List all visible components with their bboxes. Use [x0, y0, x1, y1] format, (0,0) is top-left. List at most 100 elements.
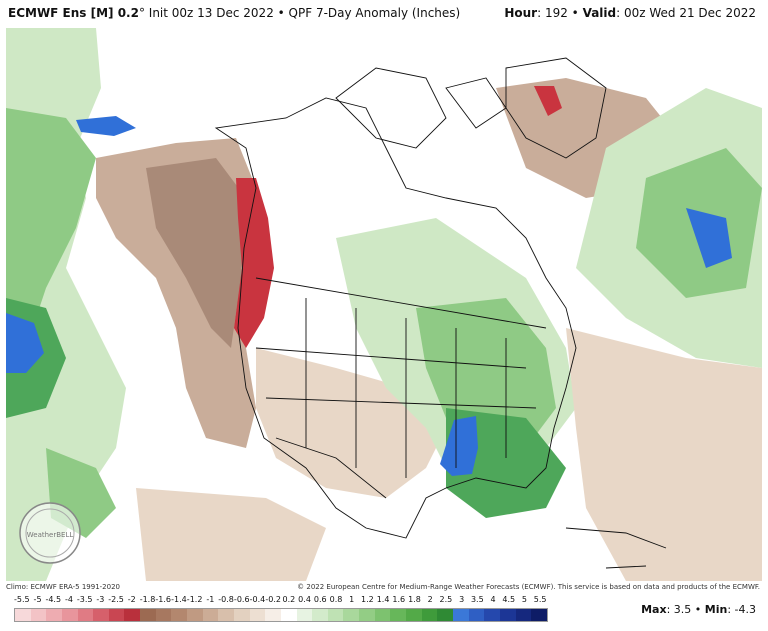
legend-swatch: [484, 609, 500, 621]
legend-label: -2.5: [108, 595, 124, 604]
legend-label: -1.4: [171, 595, 187, 604]
separator: •: [691, 603, 705, 616]
legend-swatch: [296, 609, 313, 621]
max-min-readout: Max: 3.5 • Min: -4.3: [641, 603, 756, 616]
hour-label: Hour: [504, 6, 538, 20]
logo-ring: [19, 502, 81, 564]
greenland-coast: [505, 57, 607, 159]
legend-label: 3.5: [470, 595, 484, 604]
legend-label: -0.6: [233, 595, 250, 604]
weatherbell-logo-icon: WeatherBELL: [19, 502, 81, 564]
atlantic-blue: [686, 208, 732, 268]
legend-swatch: [343, 609, 360, 621]
legend-swatch: [390, 609, 407, 621]
legend-label: 5: [521, 595, 527, 604]
separator: •: [273, 6, 289, 20]
legend-swatch: [359, 609, 375, 621]
legend-swatch: [108, 609, 125, 621]
legend-swatch: [421, 609, 438, 621]
state-lines-ns: [305, 298, 507, 478]
legend-label: -3.5: [76, 595, 93, 604]
anomaly-map: WeatherBELL: [6, 28, 762, 581]
legend-swatch: [155, 609, 172, 621]
legend-swatch: [187, 609, 203, 621]
legend-label: 4: [490, 595, 496, 604]
header: ECMWF Ens [M] 0.2° Init 00z 13 Dec 2022 …: [0, 0, 768, 28]
legend-label: 1: [349, 595, 355, 604]
hour-value: : 192: [537, 6, 568, 20]
valid-value: : 00z Wed 21 Dec 2022: [616, 6, 756, 20]
map-canvas: [6, 28, 762, 581]
climo-credit: Climo: ECMWF ERA-5 1991-2020: [6, 583, 120, 591]
legend-labels: -5.5 -5 -4.5 -4 -3.5 -3 -2.5 -2 -1.8 -1.6 -1.4 -1.2…: [6, 595, 556, 607]
north-america-coast: [214, 97, 577, 539]
degree-mark: °: [138, 6, 145, 20]
max-value: : 3.5: [666, 603, 692, 616]
legend-label: 1.4: [376, 595, 390, 604]
min-value: : -4.3: [727, 603, 756, 616]
caribbean-islands: [565, 527, 667, 569]
us-canada-border: [255, 277, 547, 329]
legend-label: -0.2: [265, 595, 281, 604]
legend-swatch: [202, 609, 219, 621]
logo-inner-ring: [25, 508, 75, 558]
us-mexico-border: [275, 437, 387, 499]
weatherbell-logo: WeatherBELL: [18, 501, 82, 565]
legend-swatch: [468, 609, 485, 621]
legend-label: 5.5: [533, 595, 547, 604]
valid-label: Valid: [582, 6, 617, 20]
legend-swatch: [171, 609, 188, 621]
legend-label: -4: [64, 595, 73, 604]
legend-swatch: [531, 609, 547, 621]
init-time: Init 00z 13 Dec 2022: [144, 6, 274, 20]
separator: •: [567, 6, 583, 20]
legend-label: 0.4: [298, 595, 311, 604]
legend-label: 1.8: [408, 595, 421, 604]
legend-label: -5.5: [14, 595, 30, 604]
ecmwf-copyright: © 2022 European Centre for Medium-Range …: [297, 583, 760, 591]
legend-swatch: [218, 609, 234, 621]
gulf-of-alaska-blue: [76, 116, 136, 136]
title: ECMWF Ens [M] 0.2° Init 00z 13 Dec 2022 …: [8, 6, 460, 20]
legend-swatch: [77, 609, 94, 621]
legend-label: -1: [206, 595, 215, 604]
product-name: QPF 7-Day Anomaly (Inches): [288, 6, 461, 20]
legend-swatch: [312, 609, 328, 621]
legend-swatch: [46, 609, 62, 621]
legend-swatch: [93, 609, 109, 621]
legend-label: -1.8: [139, 595, 156, 604]
min-label: Min: [704, 603, 728, 616]
state-lines-ew: [255, 347, 537, 409]
atlantic-tan: [566, 328, 762, 581]
legend-swatch: [30, 609, 47, 621]
legend-swatch: [374, 609, 391, 621]
logo-text: WeatherBELL: [27, 531, 74, 539]
max-label: Max: [641, 603, 667, 616]
legend-label: -0.4: [249, 595, 266, 604]
legend-swatch: [280, 609, 297, 621]
legend-swatch: [515, 609, 532, 621]
legend-color-bar: [14, 608, 548, 622]
legend-label: -2: [127, 595, 136, 604]
legend-label: 2.5: [439, 595, 453, 604]
legend-label: -0.8: [218, 595, 234, 604]
legend-swatch: [499, 609, 516, 621]
legend-swatch: [140, 609, 156, 621]
legend-label: 1.6: [392, 595, 406, 604]
legend-swatch: [452, 609, 469, 621]
west-dry-core: [146, 158, 246, 348]
eastern-pacific-tan: [136, 488, 326, 581]
legend-label: -1.6: [155, 595, 172, 604]
legend-swatch: [327, 609, 344, 621]
legend-label: 0.8: [329, 595, 343, 604]
legend-label: 2: [427, 595, 433, 604]
legend-swatch: [233, 609, 250, 621]
legend-label: -1.2: [186, 595, 203, 604]
legend-label: 0.2: [282, 595, 296, 604]
legend-label: 3: [459, 595, 465, 604]
legend-swatch: [61, 609, 78, 621]
legend-label: 1.2: [361, 595, 374, 604]
legend-swatch: [406, 609, 422, 621]
valid-info: Hour: 192 • Valid: 00z Wed 21 Dec 2022: [504, 6, 756, 20]
political-boundaries: [214, 57, 667, 569]
